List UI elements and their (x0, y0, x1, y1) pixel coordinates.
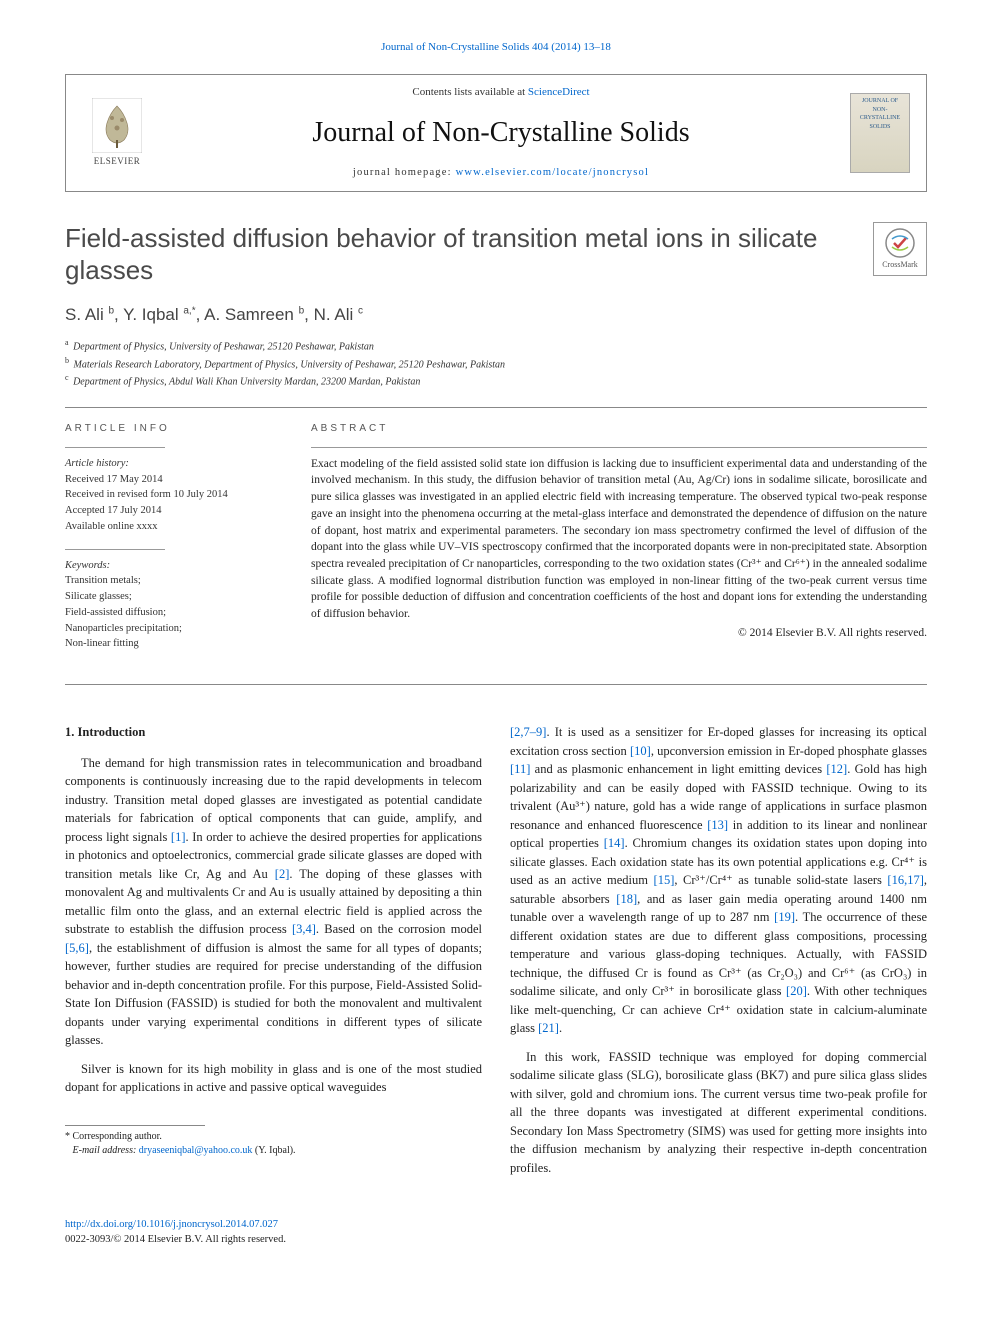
article-info-heading: ARTICLE INFO (65, 422, 275, 437)
keywords-block: Keywords: Transition metals; Silicate gl… (65, 558, 275, 653)
affiliations: a Department of Physics, University of P… (65, 337, 927, 389)
citation-ref[interactable]: [18] (616, 892, 637, 906)
email-suffix: (Y. Iqbal). (255, 1145, 296, 1156)
affiliation-b: b Materials Research Laboratory, Departm… (65, 355, 927, 372)
crossmark-label: CrossMark (882, 259, 918, 271)
corr-label: * Corresponding author. (65, 1130, 482, 1144)
divider-top (65, 407, 927, 408)
citation-ref[interactable]: [20] (786, 984, 807, 998)
body-columns: 1. Introduction The demand for high tran… (65, 723, 927, 1187)
keyword: Transition metals; (65, 573, 275, 589)
sciencedirect-link[interactable]: ScienceDirect (528, 86, 590, 98)
corr-email-line: E-mail address: dryaseeniqbal@yahoo.co.u… (65, 1144, 482, 1158)
journal-name: Journal of Non-Crystalline Solids (152, 113, 850, 154)
doi-link[interactable]: http://dx.doi.org/10.1016/j.jnoncrysol.2… (65, 1219, 278, 1230)
info-mini-divider-1 (65, 447, 165, 448)
elsevier-tree-icon (92, 98, 142, 153)
title-row: Field-assisted diffusion behavior of tra… (65, 222, 927, 287)
citation-ref[interactable]: [2,7–9] (510, 725, 546, 739)
contents-prefix: Contents lists available at (412, 86, 527, 98)
journal-header-box: ELSEVIER Contents lists available at Sci… (65, 74, 927, 192)
citation-ref[interactable]: [16,17] (887, 873, 923, 887)
affiliation-c-text: Department of Physics, Abdul Wali Khan U… (73, 376, 420, 387)
corr-email-link[interactable]: dryaseeniqbal@yahoo.co.uk (139, 1145, 253, 1156)
body-paragraph: The demand for high transmission rates i… (65, 754, 482, 1050)
citation-ref[interactable]: [5,6] (65, 941, 89, 955)
citation-ref[interactable]: [14] (604, 836, 625, 850)
citation-ref[interactable]: [12] (826, 762, 847, 776)
citation-ref[interactable]: [1] (171, 830, 186, 844)
citation-ref[interactable]: [3,4] (292, 922, 316, 936)
page-footer: http://dx.doi.org/10.1016/j.jnoncrysol.2… (65, 1217, 927, 1247)
citation-ref[interactable]: [19] (774, 910, 795, 924)
crossmark-badge[interactable]: CrossMark (873, 222, 927, 276)
citation-ref[interactable]: [11] (510, 762, 530, 776)
keyword: Field-assisted diffusion; (65, 605, 275, 621)
abstract-copyright: © 2014 Elsevier B.V. All rights reserved… (311, 625, 927, 642)
abstract-divider (311, 447, 927, 448)
body-paragraph: In this work, FASSID technique was emplo… (510, 1048, 927, 1178)
journal-cover-thumbnail: JOURNAL OF NON-CRYSTALLINE SOLIDS (850, 93, 910, 173)
keyword: Non-linear fitting (65, 636, 275, 652)
abstract-text: Exact modeling of the field assisted sol… (311, 456, 927, 623)
abstract-heading: ABSTRACT (311, 422, 927, 437)
article-info-column: ARTICLE INFO Article history: Received 1… (65, 422, 275, 666)
citation-ref[interactable]: [21] (538, 1021, 559, 1035)
history-line: Received in revised form 10 July 2014 (65, 487, 275, 503)
history-line: Available online xxxx (65, 519, 275, 535)
body-right-column: [2,7–9]. It is used as a sensitizer for … (510, 723, 927, 1187)
citation-ref[interactable]: [15] (654, 873, 675, 887)
publisher-logo: ELSEVIER (82, 95, 152, 170)
keywords-label: Keywords: (65, 558, 275, 574)
body-paragraph: Silver is known for its high mobility in… (65, 1060, 482, 1097)
affiliation-a: a Department of Physics, University of P… (65, 337, 927, 354)
corresponding-author-footnote: * Corresponding author. E-mail address: … (65, 1130, 482, 1158)
article-title: Field-assisted diffusion behavior of tra… (65, 222, 873, 287)
info-mini-divider-2 (65, 549, 165, 550)
authors-line: S. Ali b, Y. Iqbal a,*, A. Samreen b, N.… (65, 303, 927, 328)
section-number: 1. (65, 725, 74, 739)
contents-line: Contents lists available at ScienceDirec… (152, 85, 850, 101)
homepage-line: journal homepage: www.elsevier.com/locat… (152, 165, 850, 180)
section-heading: 1. Introduction (65, 723, 482, 742)
homepage-prefix: journal homepage: (353, 167, 456, 178)
keyword: Nanoparticles precipitation; (65, 621, 275, 637)
history-line: Received 17 May 2014 (65, 472, 275, 488)
section-title: Introduction (78, 725, 146, 739)
citation-header: Journal of Non-Crystalline Solids 404 (2… (65, 40, 927, 56)
header-center: Contents lists available at ScienceDirec… (152, 85, 850, 181)
email-label: E-mail address: (73, 1145, 137, 1156)
history-line: Accepted 17 July 2014 (65, 503, 275, 519)
body-paragraph: [2,7–9]. It is used as a sensitizer for … (510, 723, 927, 1038)
article-history-block: Article history: Received 17 May 2014 Re… (65, 456, 275, 535)
cover-caption: JOURNAL OF NON-CRYSTALLINE SOLIDS (854, 97, 906, 132)
keyword: Silicate glasses; (65, 589, 275, 605)
affiliation-c: c Department of Physics, Abdul Wali Khan… (65, 372, 927, 389)
publisher-brand-text: ELSEVIER (94, 155, 141, 168)
citation-ref[interactable]: [10] (630, 744, 651, 758)
body-left-column: 1. Introduction The demand for high tran… (65, 723, 482, 1187)
affiliation-a-text: Department of Physics, University of Pes… (73, 342, 374, 353)
issn-copyright-line: 0022-3093/© 2014 Elsevier B.V. All right… (65, 1232, 927, 1247)
homepage-link[interactable]: www.elsevier.com/locate/jnoncrysol (456, 167, 650, 178)
divider-bottom (65, 684, 927, 685)
info-abstract-row: ARTICLE INFO Article history: Received 1… (65, 422, 927, 666)
footnote-divider (65, 1125, 205, 1126)
citation-link[interactable]: Journal of Non-Crystalline Solids 404 (2… (381, 41, 611, 53)
affiliation-b-text: Materials Research Laboratory, Departmen… (74, 359, 506, 370)
history-label: Article history: (65, 456, 275, 472)
abstract-column: ABSTRACT Exact modeling of the field ass… (311, 422, 927, 666)
citation-ref[interactable]: [13] (707, 818, 728, 832)
crossmark-icon (884, 227, 916, 259)
citation-ref[interactable]: [2] (275, 867, 290, 881)
